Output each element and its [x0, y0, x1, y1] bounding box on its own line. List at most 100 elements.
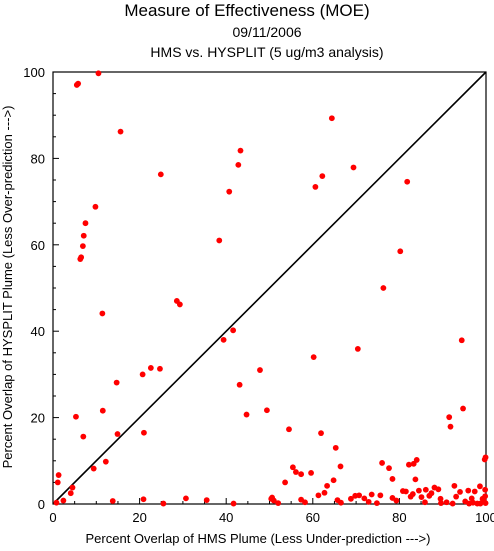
data-point [147, 365, 154, 371]
data-point [99, 310, 106, 317]
data-point [482, 486, 489, 493]
x-tick-label: 100 [475, 510, 494, 525]
data-point [438, 500, 444, 507]
chart-analysis-subtitle: HMS vs. HYSPLIT (5 ug/m3 analysis) [150, 44, 383, 60]
data-point [139, 371, 146, 378]
data-point [397, 248, 404, 255]
data-point [220, 336, 227, 343]
data-point [449, 500, 456, 507]
x-tick-label: 40 [219, 510, 233, 525]
data-point [289, 464, 296, 471]
data-point [321, 489, 328, 496]
data-point [354, 346, 361, 352]
data-point [465, 487, 472, 494]
data-point [77, 256, 84, 262]
data-point [368, 491, 375, 498]
data-point [90, 465, 97, 472]
data-point [379, 460, 385, 466]
data-point [330, 477, 337, 484]
data-point [60, 497, 67, 504]
data-point [176, 301, 183, 308]
data-point [328, 115, 335, 122]
data-point [332, 444, 339, 451]
data-point [352, 492, 359, 499]
data-point [264, 407, 270, 414]
data-point [302, 499, 308, 506]
data-point [338, 499, 344, 506]
data-point [412, 476, 419, 483]
data-point [237, 147, 244, 154]
data-point [413, 457, 420, 463]
x-tick-label: 0 [49, 510, 56, 525]
x-tick-label: 60 [306, 510, 320, 525]
data-point [203, 497, 210, 504]
data-point [477, 500, 484, 507]
data-point [389, 495, 396, 501]
data-point [113, 379, 120, 386]
data-point [470, 499, 476, 506]
data-point [95, 70, 102, 77]
data-point [477, 483, 483, 490]
data-point [80, 433, 87, 440]
data-point [373, 500, 380, 507]
data-point [415, 487, 422, 494]
data-point [389, 476, 396, 482]
data-point [286, 426, 292, 433]
data-point [319, 173, 326, 180]
data-point [418, 494, 425, 500]
data-point [404, 178, 411, 185]
data-point [226, 188, 233, 195]
data-point [53, 499, 60, 506]
data-point [54, 479, 61, 486]
data-point [235, 161, 242, 168]
y-tick-label: 20 [31, 411, 45, 426]
data-point [482, 454, 489, 461]
data-point [92, 203, 99, 210]
data-point [114, 431, 121, 437]
data-point [350, 164, 357, 171]
data-point [73, 413, 79, 420]
data-point [324, 482, 330, 489]
data-point [160, 500, 167, 507]
data-point [471, 488, 478, 495]
data-point [446, 414, 453, 421]
data-point [157, 365, 163, 372]
data-point [422, 499, 428, 506]
data-point [55, 472, 62, 478]
data-point [315, 492, 322, 499]
y-tick-label: 80 [31, 151, 45, 166]
data-point [386, 465, 392, 472]
data-point [410, 460, 417, 467]
data-point [348, 495, 354, 502]
data-point [141, 429, 147, 436]
data-point [482, 500, 489, 507]
y-tick-label: 60 [31, 238, 45, 253]
plot-area: 0 20 40 60 80 100 0 20 40 60 80 100 [23, 65, 494, 525]
data-point [236, 381, 243, 388]
data-point [117, 128, 124, 135]
data-point [380, 285, 387, 291]
y-tick-label: 40 [31, 324, 45, 339]
y-axis-label: Percent Overlap of HYSPLIT Plume (Less O… [0, 106, 15, 469]
data-point [406, 461, 412, 468]
data-point [109, 498, 116, 504]
data-point [298, 471, 305, 478]
data-point [69, 484, 76, 491]
data-point [79, 243, 86, 249]
data-point [243, 411, 250, 418]
x-tick-label: 20 [132, 510, 146, 525]
data-point [365, 498, 372, 505]
data-point [482, 493, 489, 500]
data-point [73, 82, 80, 88]
data-point [102, 458, 109, 465]
data-point [216, 237, 223, 244]
data-point [318, 430, 324, 437]
data-point [447, 423, 454, 430]
data-point [422, 486, 429, 493]
data-point [140, 496, 147, 503]
data-point [183, 495, 189, 502]
y-tick-label: 100 [23, 65, 45, 80]
data-point [443, 499, 450, 506]
data-point [451, 482, 458, 489]
